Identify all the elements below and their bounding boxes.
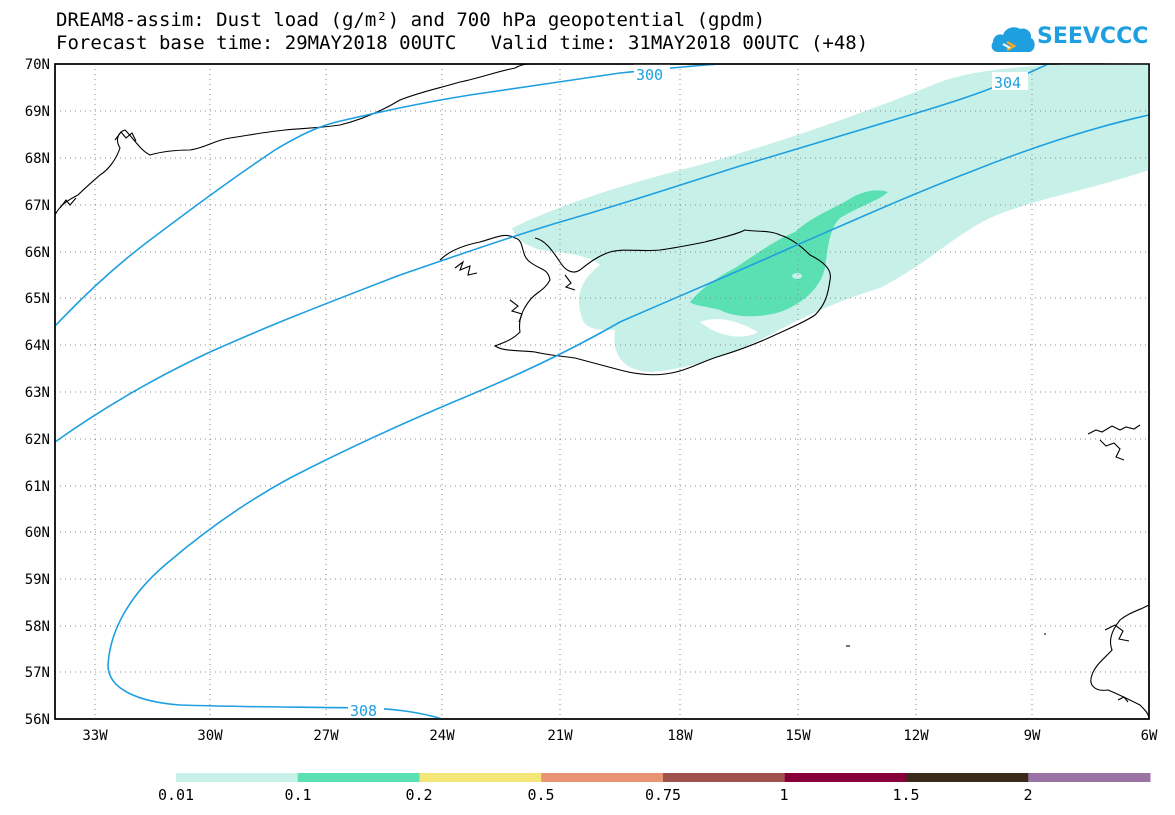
lat-label: 57N	[25, 665, 50, 681]
lon-label: 33W	[82, 728, 108, 744]
legend-label: 0.75	[645, 786, 681, 804]
iceland-coast	[439, 229, 831, 376]
seevccc-logo: SEEVCCC	[990, 20, 1148, 60]
cloud-icon	[991, 27, 1035, 52]
contour-label-bg	[992, 72, 1028, 90]
legend-colorbar	[176, 773, 1151, 782]
legend-swatch	[663, 773, 786, 782]
lon-label: 21W	[547, 728, 573, 744]
legend-label: 0.1	[284, 786, 311, 804]
contour-label-308: 308	[350, 702, 377, 720]
contour-304	[54, 63, 1049, 443]
coastlines	[54, 63, 1150, 720]
lon-label: 27W	[313, 728, 339, 744]
lat-label: 58N	[25, 619, 50, 635]
latitude-labels: 70N 69N 68N 67N 66N 65N 64N 63N 62N 61N …	[25, 57, 50, 728]
legend-label: 0.2	[405, 786, 432, 804]
map-title: DREAM8-assim: Dust load (g/m²) and 700 h…	[56, 9, 766, 31]
contour-label-300: 300	[636, 66, 663, 84]
legend-swatch	[419, 773, 542, 782]
lat-label: 62N	[25, 432, 50, 448]
lon-label: 15W	[785, 728, 811, 744]
legend-swatch	[784, 773, 907, 782]
logo-text: SEEVCCC	[1037, 24, 1149, 49]
dust-area-mid	[690, 190, 888, 317]
dust-gap	[700, 319, 758, 337]
lon-label: 12W	[903, 728, 929, 744]
longitude-labels: 33W 30W 27W 24W 21W 18W 15W 12W 9W 6W	[82, 728, 1158, 744]
lat-label: 70N	[25, 57, 50, 73]
legend-swatch	[176, 773, 299, 782]
lon-label: 18W	[667, 728, 693, 744]
legend-swatch	[297, 773, 420, 782]
legend-label: 0.5	[527, 786, 554, 804]
legend-swatch	[541, 773, 664, 782]
lat-label: 59N	[25, 572, 50, 588]
lat-label: 64N	[25, 338, 50, 354]
legend-labels: 0.01 0.1 0.2 0.5 0.75 1 1.5 2	[158, 786, 1033, 804]
lat-label: 60N	[25, 525, 50, 541]
greenland-coast	[54, 63, 531, 216]
legend-label: 1	[779, 786, 788, 804]
legend-label: 1.5	[892, 786, 919, 804]
geopotential-contours	[54, 63, 1150, 720]
contour-label-bg	[634, 64, 670, 82]
legend-swatch	[1028, 773, 1151, 782]
lat-label: 56N	[25, 712, 50, 728]
contour-308	[107, 114, 1150, 720]
lon-label: 6W	[1141, 728, 1158, 744]
lon-label: 9W	[1024, 728, 1041, 744]
grid-lines	[55, 64, 1149, 719]
contour-label-bg	[348, 700, 384, 718]
legend-label: 0.01	[158, 786, 194, 804]
lat-label: 63N	[25, 385, 50, 401]
lat-label: 65N	[25, 291, 50, 307]
contour-label-304: 304	[994, 74, 1021, 92]
lat-label: 69N	[25, 104, 50, 120]
legend-label: 2	[1023, 786, 1032, 804]
lon-label: 24W	[429, 728, 455, 744]
lat-label: 66N	[25, 245, 50, 261]
lat-label: 61N	[25, 479, 50, 495]
faroe-coast	[1087, 424, 1141, 435]
scotland-coast	[1090, 604, 1150, 720]
lat-label: 68N	[25, 151, 50, 167]
contour-300	[54, 63, 721, 327]
map-subtitle: Forecast base time: 29MAY2018 00UTC Vali…	[56, 32, 869, 54]
plot-border	[54, 63, 1150, 720]
dust-spot	[792, 273, 802, 279]
lon-label: 30W	[197, 728, 223, 744]
legend-swatch	[906, 773, 1029, 782]
lat-label: 67N	[25, 198, 50, 214]
